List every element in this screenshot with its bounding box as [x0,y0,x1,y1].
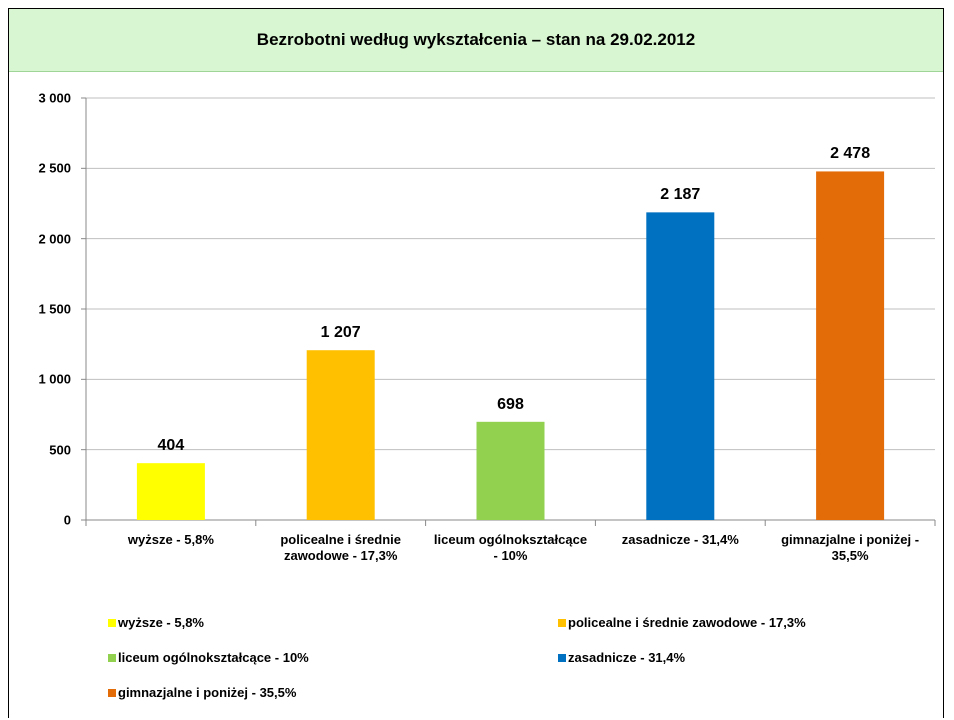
legend-swatch [108,653,116,662]
y-tick-label: 1 500 [38,301,71,317]
y-tick-label: 1 000 [38,371,71,387]
legend-label: gimnazjalne i poniżej - 35,5% [118,685,297,700]
legend-swatch [558,653,566,662]
bar [476,421,545,520]
y-tick-label: 500 [49,442,71,458]
legend-label: policealne i średnie zawodowe - 17,3% [568,615,806,630]
legend-swatch [558,618,566,627]
legend-item: wyższe - 5,8% [108,615,204,630]
value-label: 1 207 [320,324,361,342]
x-tick-label: gimnazjalne i poniżej - 35,5% [781,532,920,563]
bar [306,350,375,520]
x-tick-label: wyższe - 5,8% [127,532,214,547]
value-label: 698 [497,395,524,413]
value-label: 404 [157,437,185,455]
legend-item: zasadnicze - 31,4% [558,650,685,665]
y-tick-label: 3 000 [38,90,71,106]
legend-swatch [108,688,116,697]
bar [816,171,885,521]
legend-label: wyższe - 5,8% [118,615,204,630]
y-tick-label: 2 000 [38,231,71,247]
x-tick-label: liceum ogólnokształcące - 10% [433,532,588,563]
y-tick-label: 2 500 [38,160,71,176]
bar [136,463,205,520]
x-tick-label: policealne i średnie zawodowe - 17,3% [280,532,402,563]
value-label: 2 187 [660,186,701,204]
bar [646,212,715,520]
legend-item: liceum ogólnokształcące - 10% [108,650,309,665]
legend-label: zasadnicze - 31,4% [568,650,686,665]
y-tick-label: 0 [63,512,71,528]
x-tick-label: zasadnicze - 31,4% [621,532,739,547]
frame [8,8,944,718]
chart-title: Bezrobotni według wykształcenia – stan n… [9,9,943,72]
value-label: 2 478 [830,145,871,163]
legend-item: gimnazjalne i poniżej - 35,5% [108,685,296,700]
legend-label: liceum ogólnokształcące - 10% [118,650,309,665]
legend-item: policealne i średnie zawodowe - 17,3% [558,615,806,630]
legend-swatch [108,618,116,627]
